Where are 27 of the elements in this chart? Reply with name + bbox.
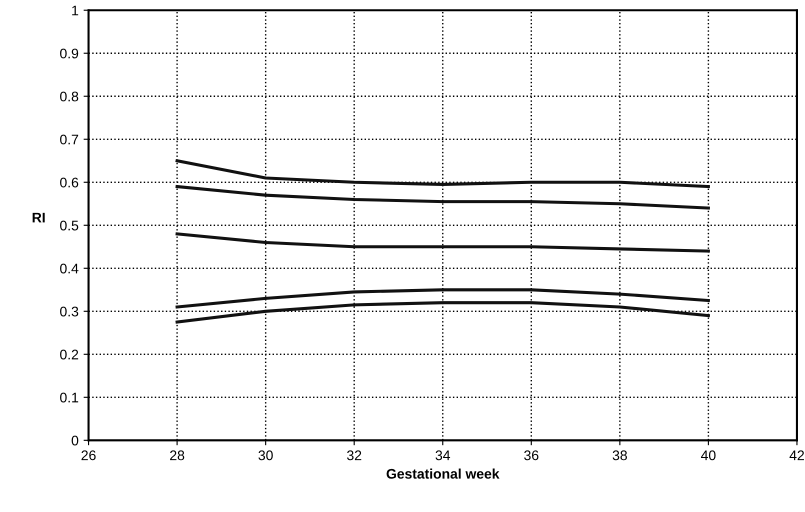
y-axis-title: RI (32, 212, 45, 222)
y-tick-label: 0.9 (60, 48, 78, 58)
line-series (176, 159, 710, 188)
x-tick-label: 34 (436, 450, 450, 460)
line-series (176, 185, 710, 210)
y-tick-label: 0.5 (60, 220, 78, 230)
y-tick-label: 0.7 (60, 134, 78, 144)
y-tick-label: 1 (72, 6, 78, 16)
line-series (176, 301, 710, 324)
line-series (176, 288, 710, 309)
y-tick-label: 0.3 (60, 306, 78, 316)
y-tick-label: 0 (72, 436, 78, 446)
y-tick-label: 0.1 (60, 392, 78, 402)
x-tick-label: 26 (82, 450, 96, 460)
x-tick-label: 32 (347, 450, 362, 460)
line-series (176, 232, 710, 253)
x-tick-label: 28 (170, 450, 184, 460)
y-tick-label: 0.6 (60, 178, 78, 188)
x-axis-title: Gestational week (386, 468, 500, 479)
y-tick-label: 0.4 (60, 264, 78, 274)
y-tick-label: 0.8 (60, 92, 78, 102)
x-tick-label: 42 (790, 450, 804, 460)
x-tick-label: 38 (612, 450, 627, 460)
y-tick-label: 0.2 (60, 350, 78, 360)
x-tick-label: 40 (700, 450, 716, 460)
x-tick-label: 36 (524, 450, 538, 460)
x-tick-label: 30 (258, 450, 273, 460)
